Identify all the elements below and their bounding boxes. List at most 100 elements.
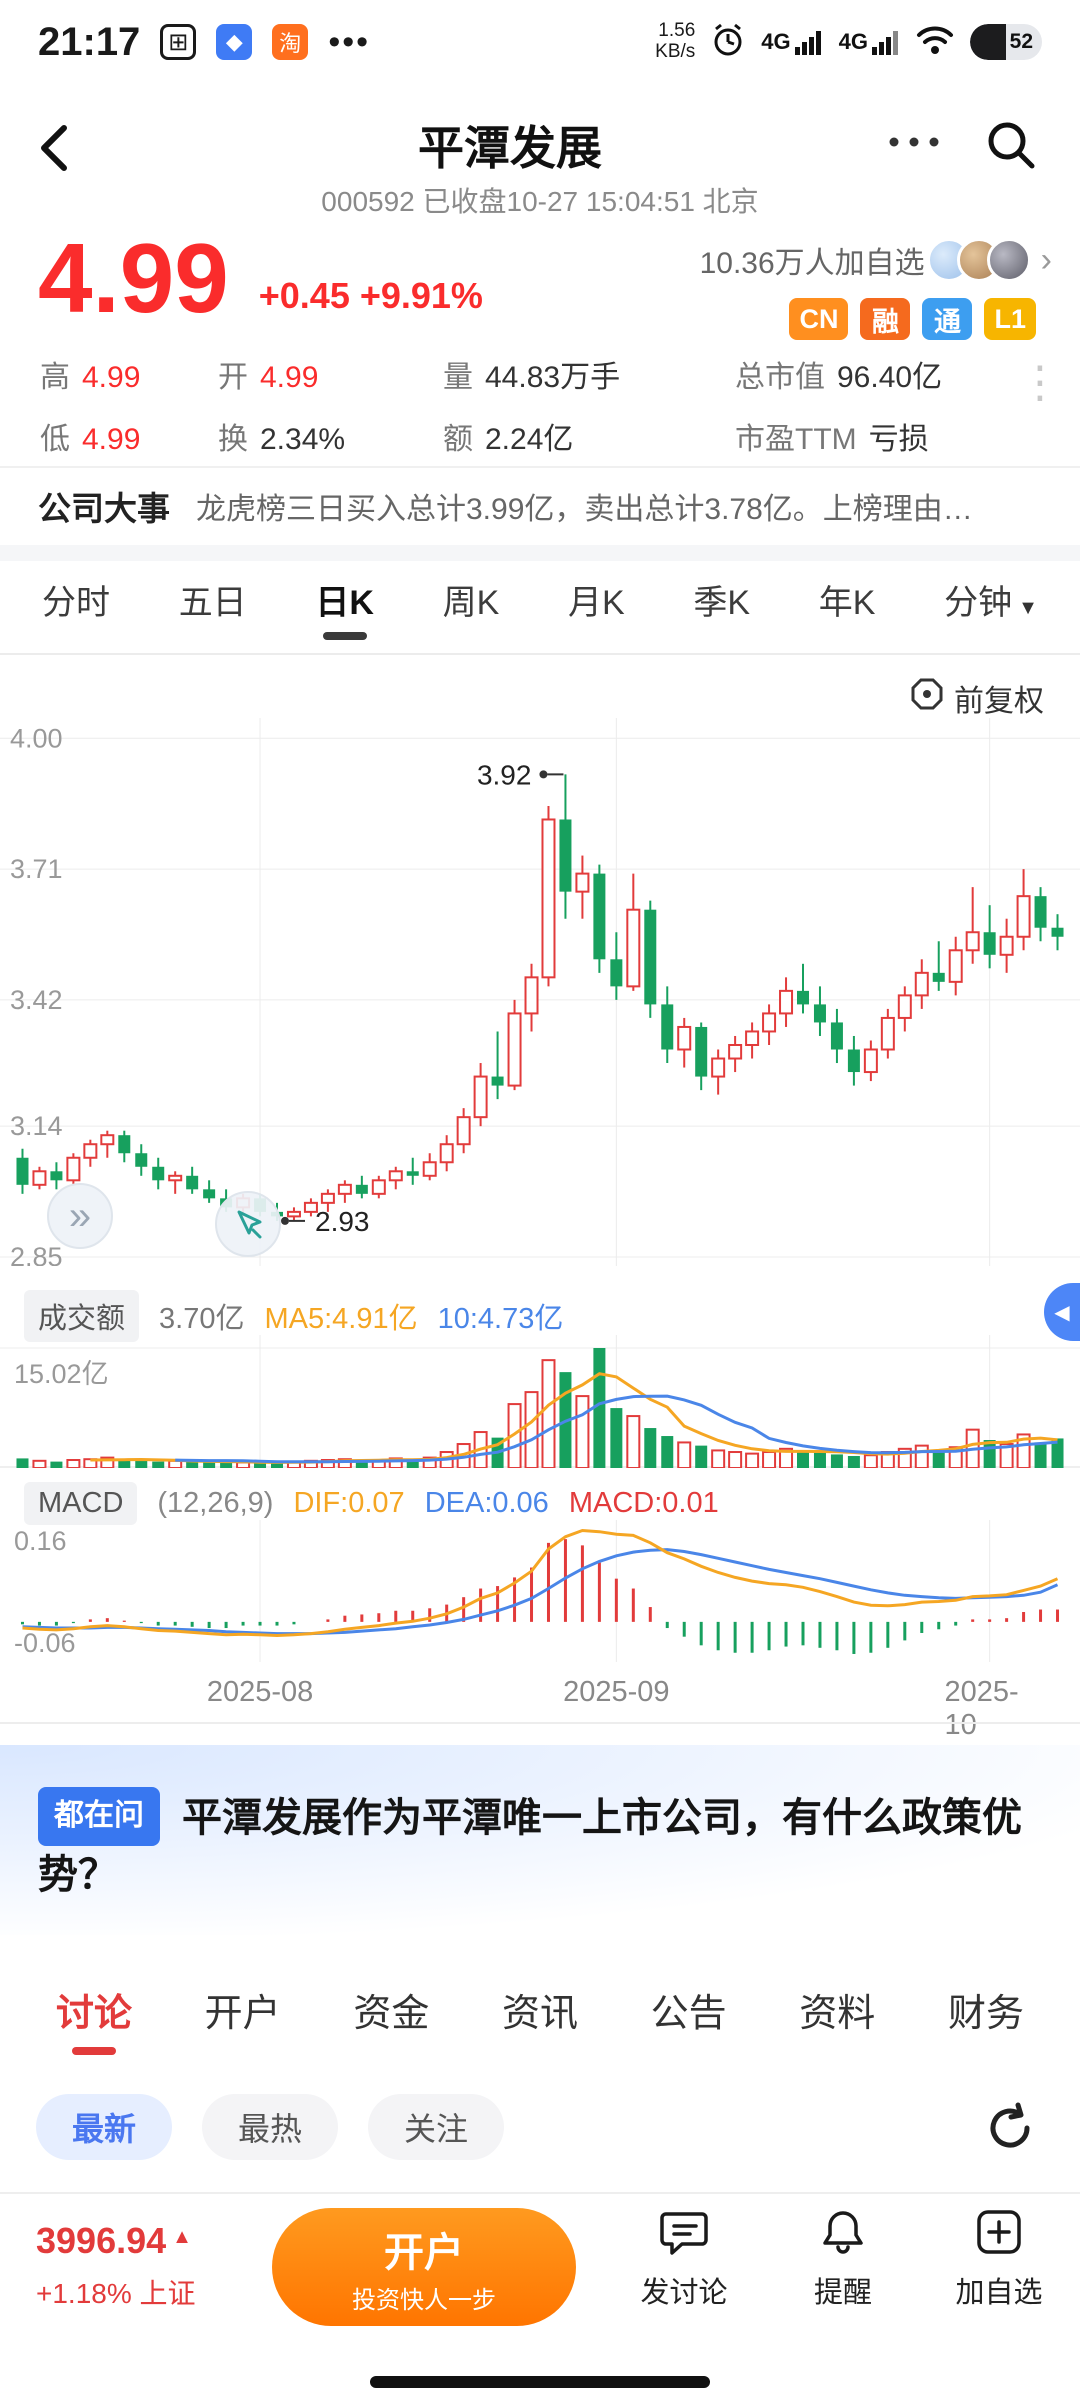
divider xyxy=(0,466,1080,468)
qa-question: 都在问 平潭发展作为平潭唯一上市公司，有什么政策优势？ xyxy=(38,1787,1036,1904)
followers-count: 10.36万人加自选 xyxy=(699,247,925,280)
tag-l1[interactable]: L1 xyxy=(984,298,1036,340)
bell-icon xyxy=(817,2206,869,2263)
svg-text:3.71: 3.71 xyxy=(10,854,63,884)
x-axis-label: 2025-09 xyxy=(563,1676,670,1708)
stat-volume: 量 44.83万手 xyxy=(443,361,621,394)
news-label: 公司大事 xyxy=(38,490,170,527)
volume-plot[interactable] xyxy=(0,1335,1080,1470)
tab-funds[interactable]: 资金 xyxy=(353,1992,430,2035)
fast-forward-button[interactable]: » xyxy=(47,1183,113,1249)
tab-news[interactable]: 资讯 xyxy=(501,1992,578,2035)
x-axis-label: 2025-08 xyxy=(206,1676,314,1708)
tab-announcements[interactable]: 公告 xyxy=(650,1992,727,2035)
period-tab-weekly-k[interactable]: 周K xyxy=(442,583,500,622)
x-axis: 2025-08 2025-09 2025-10 xyxy=(0,1676,1080,1741)
qa-card[interactable]: 都在问 平潭发展作为平潭唯一上市公司，有什么政策优势？ xyxy=(0,1745,1080,1935)
stock-status-subtitle: 000592 已收盘10-27 15:04:51 北京 xyxy=(321,186,759,217)
svg-text:3.42: 3.42 xyxy=(10,985,63,1015)
tab-financials[interactable]: 财务 xyxy=(947,1992,1024,2035)
index-ticker[interactable]: 3996.94 ▲ +1.18% 上证 xyxy=(36,2220,196,2312)
tab-profile[interactable]: 资料 xyxy=(799,1992,876,2035)
volume-title[interactable]: 成交额 xyxy=(24,1290,140,1342)
tab-discussion[interactable]: 讨论 xyxy=(56,1982,132,2055)
period-tab-five-day[interactable]: 五日 xyxy=(178,583,247,622)
period-tab-monthly-k[interactable]: 月K xyxy=(568,583,625,622)
adjust-icon xyxy=(910,677,944,719)
page-title: 平潭发展 xyxy=(418,122,602,174)
more-menu-icon[interactable] xyxy=(884,132,944,157)
alerts-button[interactable]: 提醒 xyxy=(781,2206,905,2311)
open-account-button[interactable]: 开户 投资快人一步 xyxy=(272,2208,576,2326)
speech-bubble-icon xyxy=(658,2206,710,2263)
quote-stats: 高 4.99 开 4.99 量 44.83万手 总市值 96.40亿 低 4.99 换 2.… xyxy=(40,352,990,458)
macd-value: MACD:0.01 xyxy=(568,1487,719,1519)
drag-cursor-button[interactable] xyxy=(215,1191,281,1257)
section-separator xyxy=(0,545,1080,561)
macd-dea: DEA:0.06 xyxy=(424,1487,549,1519)
followers-row[interactable]: 10.36万人加自选 › xyxy=(700,238,1052,282)
tag-margin[interactable]: 融 xyxy=(860,298,911,340)
filter-pills: 最新 最热 关注 xyxy=(36,2094,505,2160)
company-news-row[interactable]: 公司大事 龙虎榜三日买入总计3.99亿，卖出总计3.78亿。上榜理由… xyxy=(38,482,1042,530)
stat-turnover-rate: 换 2.34% xyxy=(218,423,346,456)
status-bar: 21:17 ⊞ ◆ 淘 ••• 1.56 KB/s 4G 4G xyxy=(0,10,1080,74)
divider xyxy=(0,1722,1080,1724)
stat-market-cap: 总市值 96.40亿 xyxy=(735,361,943,394)
period-tab-quarterly-k[interactable]: 季K xyxy=(693,583,751,622)
macd-plot[interactable] xyxy=(0,1520,1080,1662)
back-button[interactable] xyxy=(32,118,88,178)
post-discussion-button[interactable]: 发讨论 xyxy=(622,2206,746,2311)
stat-turnover: 额 2.24亿 xyxy=(443,423,574,456)
cellular-signal-icon: 4G xyxy=(761,29,822,55)
home-indicator[interactable] xyxy=(370,2376,710,2388)
period-tab-minute[interactable]: 分钟 ▼ xyxy=(944,583,1038,622)
search-icon[interactable] xyxy=(984,118,1038,177)
stats-more-dots-icon[interactable]: ⋮ xyxy=(1018,358,1062,407)
stat-pe-ttm: 市盈TTM 亏损 xyxy=(735,423,929,456)
pill-following[interactable]: 关注 xyxy=(368,2094,505,2160)
pill-latest[interactable]: 最新 xyxy=(36,2094,173,2160)
app-header: 平潭发展 000592 已收盘10-27 15:04:51 北京 xyxy=(0,104,1080,234)
svg-text:4.00: 4.00 xyxy=(10,723,63,753)
collapse-side-tab[interactable]: ◀ xyxy=(1044,1283,1080,1341)
tab-open-account[interactable]: 开户 xyxy=(204,1992,281,2035)
macd-dif: DIF:0.07 xyxy=(293,1487,405,1519)
plus-square-icon xyxy=(973,2206,1025,2263)
macd-params: (12,26,9) xyxy=(157,1487,274,1519)
period-tab-daily-k[interactable]: 日K xyxy=(315,575,374,640)
battery-indicator: 52 xyxy=(970,24,1042,60)
kline-plot[interactable]: 4.00 3.71 3.42 3.14 2.85 3.92 2.93 xyxy=(0,718,1080,1272)
up-triangle-icon: ▲ xyxy=(172,2226,192,2248)
pill-hottest[interactable]: 最热 xyxy=(202,2094,339,2160)
taobao-app-icon: 淘 xyxy=(272,24,309,60)
notification-app-icon: ◆ xyxy=(216,24,253,60)
tag-connect[interactable]: 通 xyxy=(922,298,973,340)
x-axis-label: 2025-10 xyxy=(944,1676,1019,1741)
svg-text:3.92: 3.92 xyxy=(477,759,532,790)
chevron-down-icon: ▼ xyxy=(1018,596,1038,619)
index-change: +1.18% 上证 xyxy=(36,2278,196,2309)
more-notifications-icon: ••• xyxy=(328,22,371,61)
chevron-right-icon: › xyxy=(1040,240,1052,279)
price-change: +0.45 +9.91% xyxy=(258,275,483,317)
svg-text:2.93: 2.93 xyxy=(315,1206,370,1237)
period-tab-yearly-k[interactable]: 年K xyxy=(818,583,876,622)
cellular-signal-icon-2: 4G xyxy=(839,29,900,55)
refresh-icon[interactable] xyxy=(982,2100,1038,2156)
stat-high: 高 4.99 xyxy=(40,361,141,394)
volume-ma10: 10:4.73亿 xyxy=(437,1303,564,1335)
volume-axis-max: 15.02亿 xyxy=(14,1359,109,1389)
wifi-icon xyxy=(916,25,954,60)
add-watchlist-button[interactable]: 加自选 xyxy=(937,2206,1061,2311)
price-adjust-selector[interactable]: 前复权 xyxy=(910,676,1044,720)
volume-ma5: MA5:4.91亿 xyxy=(264,1303,418,1335)
macd-title[interactable]: MACD xyxy=(24,1482,138,1525)
macd-axis-max: 0.16 xyxy=(14,1526,67,1556)
period-tab-bar: 分时 五日 日K 周K 月K 季K 年K 分钟 ▼ xyxy=(0,561,1080,655)
price-block: 4.99 +0.45 +9.91% xyxy=(38,229,483,327)
period-tab-timeshare[interactable]: 分时 xyxy=(42,583,110,622)
follower-avatars xyxy=(926,238,1031,282)
tag-cn[interactable]: CN xyxy=(789,298,849,340)
